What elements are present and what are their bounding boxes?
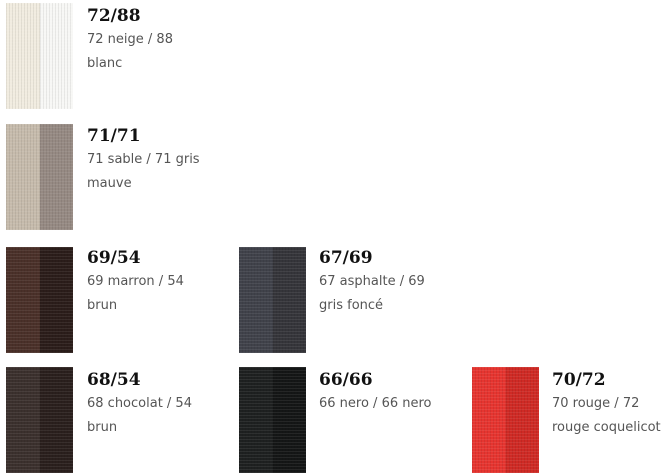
swatch-color-a [472,367,506,473]
swatch-color-a [239,247,273,353]
fabric-swatch [6,3,73,109]
swatch-color-a [6,3,40,109]
swatch-description: 70 rouge / 72 rouge coquelicot [552,396,661,435]
swatch-description: 68 chocolat / 54 brun [87,396,192,435]
swatch-code: 66/66 [319,370,373,390]
swatch-color-b [272,367,306,473]
swatch-color-b [39,367,73,473]
swatch-code: 71/71 [87,126,141,146]
swatch-code: 67/69 [319,248,373,268]
swatch-color-b [39,124,73,230]
swatch-description: 66 nero / 66 nero [319,396,432,411]
swatch-description: 71 sable / 71 gris mauve [87,152,200,191]
fabric-swatch [6,247,73,353]
swatch-color-a [6,124,40,230]
swatch-color-a [239,367,273,473]
swatch-code: 68/54 [87,370,141,390]
swatch-description: 72 neige / 88 blanc [87,32,173,71]
swatch-color-b [505,367,539,473]
swatch-code: 69/54 [87,248,141,268]
swatch-color-b [39,3,73,109]
swatch-color-b [39,247,73,353]
swatch-description: 69 marron / 54 brun [87,274,184,313]
swatch-code: 72/88 [87,6,141,26]
swatch-description: 67 asphalte / 69 gris foncé [319,274,425,313]
fabric-swatch [6,124,73,230]
fabric-swatch [239,247,306,353]
swatch-color-a [6,247,40,353]
fabric-swatch [472,367,539,473]
swatch-code: 70/72 [552,370,606,390]
swatch-color-a [6,367,40,473]
swatch-color-b [272,247,306,353]
fabric-swatch [6,367,73,473]
fabric-swatch [239,367,306,473]
